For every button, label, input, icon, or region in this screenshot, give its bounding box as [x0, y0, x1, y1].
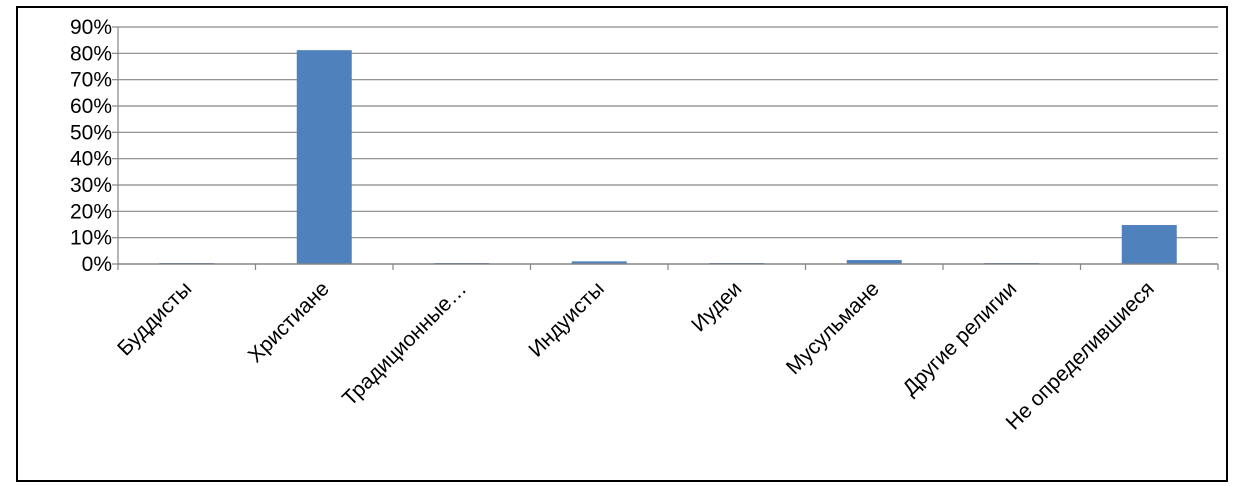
y-tick-label: 60% [70, 95, 112, 118]
bar [571, 261, 627, 264]
y-tick-label: 80% [70, 42, 112, 65]
y-tick-label: 30% [70, 174, 112, 197]
bar [296, 50, 352, 264]
y-tick-label: 0% [82, 253, 112, 276]
y-tick-label: 50% [70, 121, 112, 144]
y-tick-label: 90% [70, 16, 112, 39]
y-axis: 0% 10% 20% 30% 40% 50% 60% 70% 80% 90% [70, 16, 119, 276]
y-tick-label: 70% [70, 69, 112, 92]
y-tick-label: 40% [70, 148, 112, 171]
y-tick-label: 20% [70, 200, 112, 223]
bars [159, 50, 1177, 264]
bar [846, 260, 902, 264]
x-axis [117, 263, 1219, 270]
y-tick-label: 10% [70, 227, 112, 250]
chart-frame [16, 6, 1228, 482]
bar [1121, 225, 1177, 264]
